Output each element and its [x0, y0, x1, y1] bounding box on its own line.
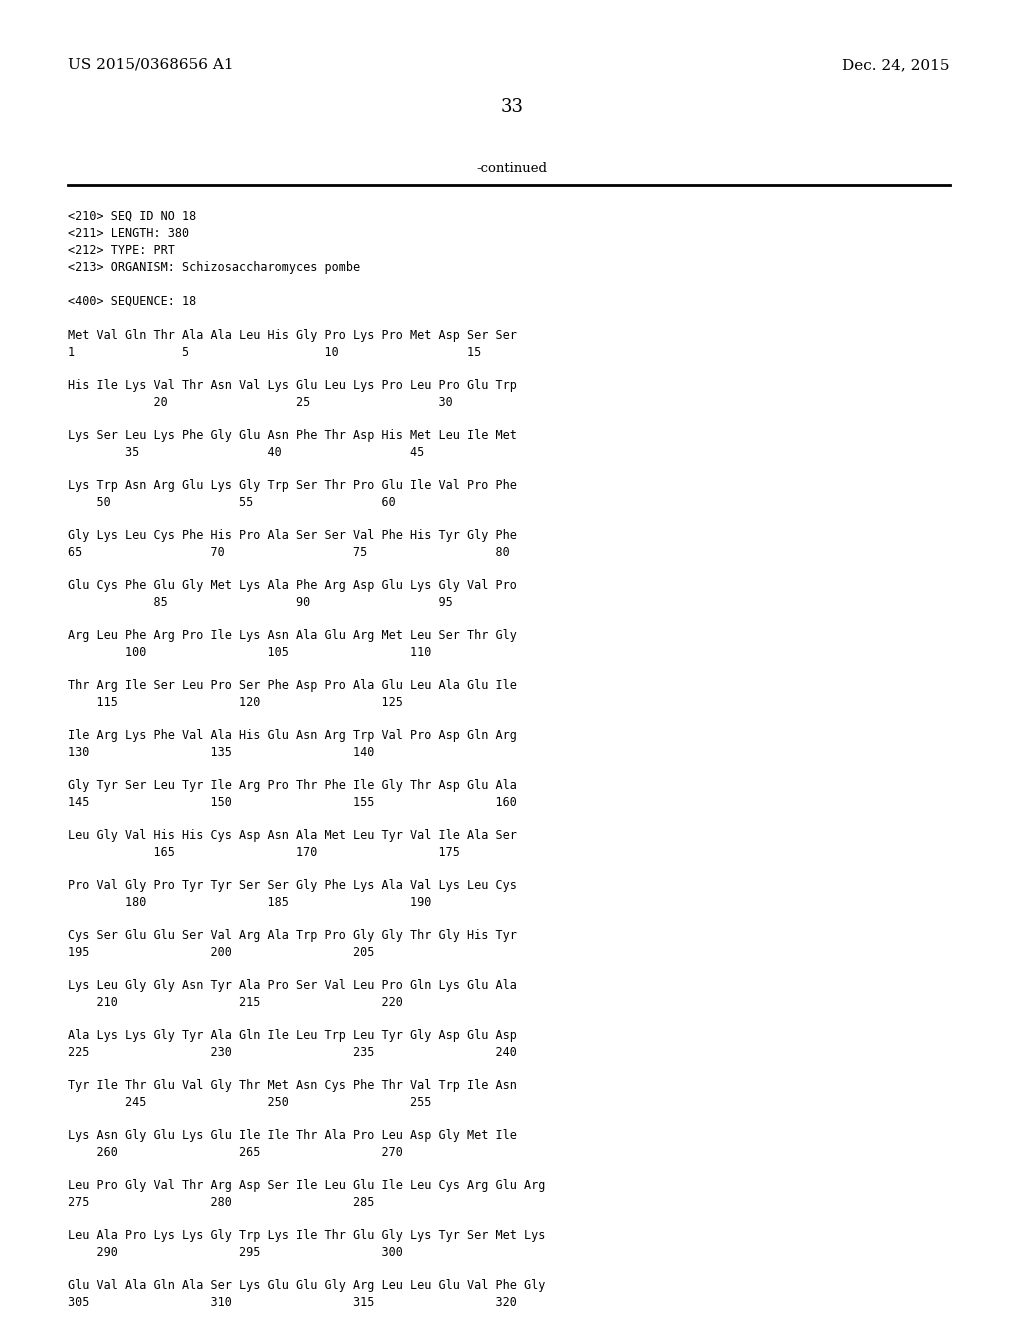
Text: 180                 185                 190: 180 185 190 — [68, 896, 431, 909]
Text: Lys Leu Gly Gly Asn Tyr Ala Pro Ser Val Leu Pro Gln Lys Glu Ala: Lys Leu Gly Gly Asn Tyr Ala Pro Ser Val … — [68, 979, 517, 993]
Text: 33: 33 — [501, 98, 523, 116]
Text: Gly Lys Leu Cys Phe His Pro Ala Ser Ser Val Phe His Tyr Gly Phe: Gly Lys Leu Cys Phe His Pro Ala Ser Ser … — [68, 529, 517, 543]
Text: Leu Pro Gly Val Thr Arg Asp Ser Ile Leu Glu Ile Leu Cys Arg Glu Arg: Leu Pro Gly Val Thr Arg Asp Ser Ile Leu … — [68, 1179, 546, 1192]
Text: Glu Cys Phe Glu Gly Met Lys Ala Phe Arg Asp Glu Lys Gly Val Pro: Glu Cys Phe Glu Gly Met Lys Ala Phe Arg … — [68, 579, 517, 591]
Text: <211> LENGTH: 380: <211> LENGTH: 380 — [68, 227, 189, 240]
Text: 260                 265                 270: 260 265 270 — [68, 1146, 402, 1159]
Text: Cys Ser Glu Glu Ser Val Arg Ala Trp Pro Gly Gly Thr Gly His Tyr: Cys Ser Glu Glu Ser Val Arg Ala Trp Pro … — [68, 929, 517, 942]
Text: <210> SEQ ID NO 18: <210> SEQ ID NO 18 — [68, 210, 197, 223]
Text: Lys Trp Asn Arg Glu Lys Gly Trp Ser Thr Pro Glu Ile Val Pro Phe: Lys Trp Asn Arg Glu Lys Gly Trp Ser Thr … — [68, 479, 517, 492]
Text: US 2015/0368656 A1: US 2015/0368656 A1 — [68, 58, 233, 73]
Text: Thr Arg Ile Ser Leu Pro Ser Phe Asp Pro Ala Glu Leu Ala Glu Ile: Thr Arg Ile Ser Leu Pro Ser Phe Asp Pro … — [68, 678, 517, 692]
Text: 245                 250                 255: 245 250 255 — [68, 1096, 431, 1109]
Text: Lys Ser Leu Lys Phe Gly Glu Asn Phe Thr Asp His Met Leu Ile Met: Lys Ser Leu Lys Phe Gly Glu Asn Phe Thr … — [68, 429, 517, 442]
Text: 305                 310                 315                 320: 305 310 315 320 — [68, 1296, 517, 1309]
Text: Met Val Gln Thr Ala Ala Leu His Gly Pro Lys Pro Met Asp Ser Ser: Met Val Gln Thr Ala Ala Leu His Gly Pro … — [68, 329, 517, 342]
Text: Leu Gly Val His His Cys Asp Asn Ala Met Leu Tyr Val Ile Ala Ser: Leu Gly Val His His Cys Asp Asn Ala Met … — [68, 829, 517, 842]
Text: 1               5                   10                  15: 1 5 10 15 — [68, 346, 481, 359]
Text: 100                 105                 110: 100 105 110 — [68, 645, 431, 659]
Text: Ala Lys Lys Gly Tyr Ala Gln Ile Leu Trp Leu Tyr Gly Asp Glu Asp: Ala Lys Lys Gly Tyr Ala Gln Ile Leu Trp … — [68, 1030, 517, 1041]
Text: 85                  90                  95: 85 90 95 — [68, 597, 453, 609]
Text: 35                  40                  45: 35 40 45 — [68, 446, 424, 459]
Text: 130                 135                 140: 130 135 140 — [68, 746, 375, 759]
Text: 195                 200                 205: 195 200 205 — [68, 946, 375, 960]
Text: 225                 230                 235                 240: 225 230 235 240 — [68, 1045, 517, 1059]
Text: Pro Val Gly Pro Tyr Tyr Ser Ser Gly Phe Lys Ala Val Lys Leu Cys: Pro Val Gly Pro Tyr Tyr Ser Ser Gly Phe … — [68, 879, 517, 892]
Text: -continued: -continued — [476, 162, 548, 176]
Text: Arg Leu Phe Arg Pro Ile Lys Asn Ala Glu Arg Met Leu Ser Thr Gly: Arg Leu Phe Arg Pro Ile Lys Asn Ala Glu … — [68, 630, 517, 642]
Text: 275                 280                 285: 275 280 285 — [68, 1196, 375, 1209]
Text: 65                  70                  75                  80: 65 70 75 80 — [68, 546, 510, 558]
Text: <213> ORGANISM: Schizosaccharomyces pombe: <213> ORGANISM: Schizosaccharomyces pomb… — [68, 261, 360, 275]
Text: <400> SEQUENCE: 18: <400> SEQUENCE: 18 — [68, 294, 197, 308]
Text: 115                 120                 125: 115 120 125 — [68, 696, 402, 709]
Text: Lys Asn Gly Glu Lys Glu Ile Ile Thr Ala Pro Leu Asp Gly Met Ile: Lys Asn Gly Glu Lys Glu Ile Ile Thr Ala … — [68, 1129, 517, 1142]
Text: 165                 170                 175: 165 170 175 — [68, 846, 460, 859]
Text: Ile Arg Lys Phe Val Ala His Glu Asn Arg Trp Val Pro Asp Gln Arg: Ile Arg Lys Phe Val Ala His Glu Asn Arg … — [68, 729, 517, 742]
Text: Leu Ala Pro Lys Lys Gly Trp Lys Ile Thr Glu Gly Lys Tyr Ser Met Lys: Leu Ala Pro Lys Lys Gly Trp Lys Ile Thr … — [68, 1229, 546, 1242]
Text: 210                 215                 220: 210 215 220 — [68, 997, 402, 1008]
Text: 50                  55                  60: 50 55 60 — [68, 496, 395, 510]
Text: 20                  25                  30: 20 25 30 — [68, 396, 453, 409]
Text: Gly Tyr Ser Leu Tyr Ile Arg Pro Thr Phe Ile Gly Thr Asp Glu Ala: Gly Tyr Ser Leu Tyr Ile Arg Pro Thr Phe … — [68, 779, 517, 792]
Text: 145                 150                 155                 160: 145 150 155 160 — [68, 796, 517, 809]
Text: Glu Val Ala Gln Ala Ser Lys Glu Glu Gly Arg Leu Leu Glu Val Phe Gly: Glu Val Ala Gln Ala Ser Lys Glu Glu Gly … — [68, 1279, 546, 1292]
Text: His Ile Lys Val Thr Asn Val Lys Glu Leu Lys Pro Leu Pro Glu Trp: His Ile Lys Val Thr Asn Val Lys Glu Leu … — [68, 379, 517, 392]
Text: <212> TYPE: PRT: <212> TYPE: PRT — [68, 244, 175, 257]
Text: Dec. 24, 2015: Dec. 24, 2015 — [843, 58, 950, 73]
Text: Tyr Ile Thr Glu Val Gly Thr Met Asn Cys Phe Thr Val Trp Ile Asn: Tyr Ile Thr Glu Val Gly Thr Met Asn Cys … — [68, 1078, 517, 1092]
Text: 290                 295                 300: 290 295 300 — [68, 1246, 402, 1259]
